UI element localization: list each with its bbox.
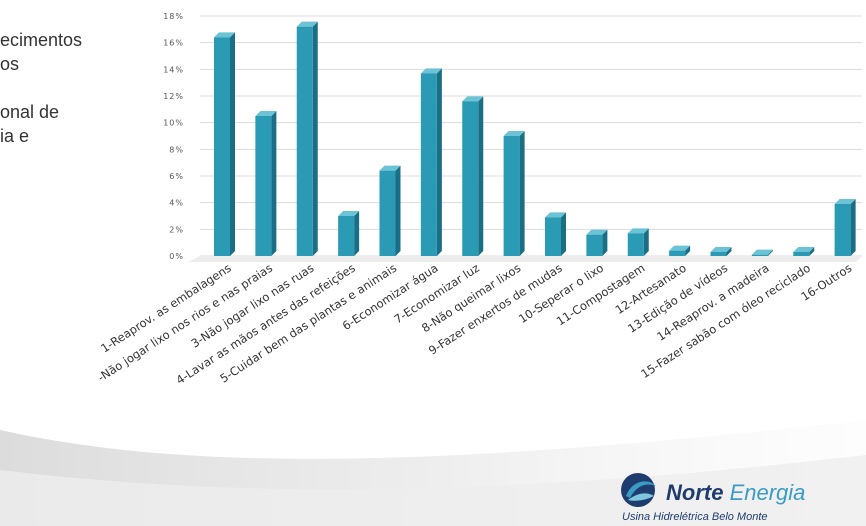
y-tick-label: 8% (169, 145, 184, 154)
bar-side (767, 249, 773, 256)
bar-top (586, 229, 608, 235)
bar-top (503, 131, 525, 136)
y-tick-label: 12% (163, 92, 184, 101)
y-tick-label: 0% (169, 252, 184, 261)
bar-side (436, 68, 442, 256)
y-tick-label: 2% (169, 225, 184, 234)
bar-top (710, 247, 732, 252)
slide-text-line: onal de (0, 102, 60, 122)
y-tick-label: 16% (163, 39, 184, 48)
bar-side (850, 199, 856, 256)
bar (627, 233, 644, 256)
bar (545, 217, 561, 256)
slide-text-line: os (0, 54, 20, 74)
bar-side (354, 211, 360, 256)
bar (834, 204, 851, 256)
bar (420, 73, 437, 256)
bar (669, 250, 686, 256)
logo-subtitle: Usina Hidrelétrica Belo Monte (622, 511, 768, 523)
bar (462, 101, 479, 256)
y-tick-label: 18% (163, 12, 184, 21)
bar (214, 37, 230, 257)
bar-top (751, 249, 773, 255)
bar (710, 252, 727, 256)
slide-text-line: ecimentos (0, 30, 83, 50)
y-tick-label: 10% (163, 119, 184, 128)
bar-top (379, 165, 401, 171)
logo-name-bold: Norte (666, 480, 724, 505)
bar (296, 26, 313, 256)
bar-side (685, 245, 691, 256)
bar-side (395, 165, 401, 256)
bar-side (602, 229, 608, 256)
bar-top (834, 199, 856, 204)
bar-top (338, 211, 360, 216)
y-tick-label: 6% (169, 172, 184, 181)
bar-top (669, 245, 691, 251)
bar (586, 234, 603, 256)
bar-side (519, 131, 525, 256)
bar (379, 170, 396, 256)
bar-side (643, 228, 649, 256)
slide-text-line: ia e (0, 126, 30, 146)
bar-top (255, 111, 277, 116)
logo-name-light: Energia (729, 480, 806, 505)
bar (751, 254, 768, 256)
bar-top (420, 68, 442, 74)
chart-floor (188, 256, 862, 262)
logo-name: Norte Energia (666, 480, 805, 506)
bar-top (545, 212, 566, 218)
bar-side (271, 111, 277, 256)
y-tick-label: 4% (169, 199, 184, 208)
bar-side (230, 32, 235, 257)
bar-side (809, 247, 815, 256)
bar-top (627, 228, 649, 234)
norte-energia-logo: Norte Energia Usina Hidrelétrica Belo Mo… (618, 466, 858, 526)
bar-side (561, 212, 566, 256)
bar-top (793, 247, 815, 252)
bar-top (462, 96, 484, 102)
bar-top (214, 32, 235, 38)
bar (338, 216, 355, 256)
slide-body-text: ecimentos os onal de ia e (0, 28, 82, 148)
bar (793, 252, 810, 256)
y-tick-label: 14% (163, 65, 184, 74)
bar (503, 136, 520, 256)
bar-top (296, 21, 318, 27)
bar-side (312, 21, 318, 256)
bar (255, 116, 272, 256)
bar-side (726, 247, 732, 256)
norte-energia-mark-icon (621, 473, 656, 507)
bar-side (478, 96, 484, 256)
